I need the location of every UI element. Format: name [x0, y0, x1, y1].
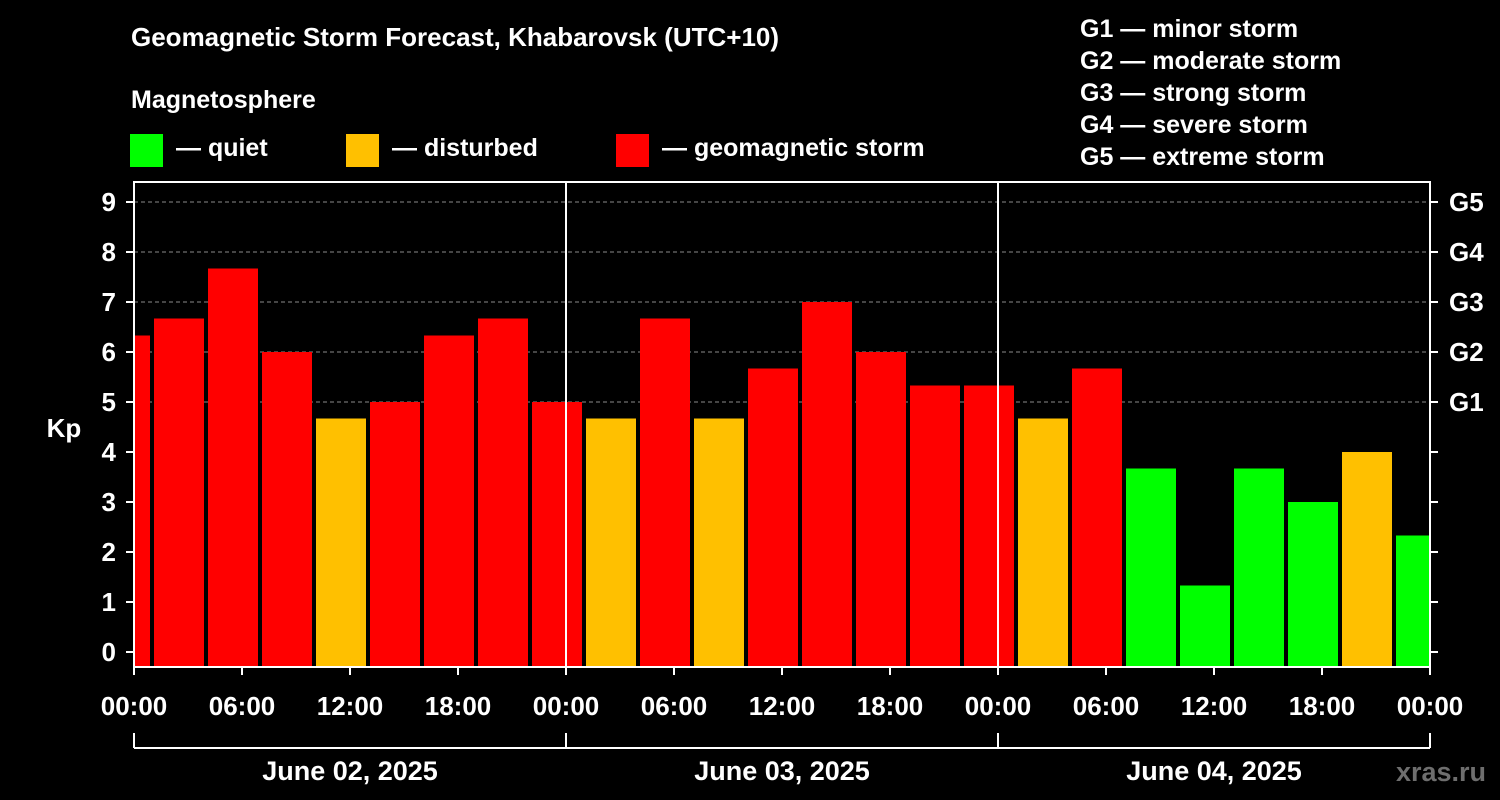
kp-bar — [135, 335, 150, 667]
magnetosphere-label: Magnetosphere — [131, 86, 316, 114]
legend-swatch-storm — [616, 134, 649, 167]
storm-level-g5: G5 — extreme storm — [1080, 143, 1325, 171]
kp-bar — [1288, 502, 1338, 667]
kp-bar — [1180, 585, 1230, 667]
y-tick-label: 2 — [102, 537, 116, 567]
storm-level-tick-label: G3 — [1449, 287, 1484, 317]
x-tick-label: 12:00 — [749, 691, 816, 721]
storm-level-tick-label: G4 — [1449, 237, 1484, 267]
x-tick-label: 00:00 — [1397, 691, 1464, 721]
x-tick-label: 00:00 — [533, 691, 600, 721]
kp-bar — [154, 318, 204, 667]
kp-bar — [1342, 452, 1392, 667]
y-tick-label: 4 — [102, 437, 117, 467]
date-label: June 02, 2025 — [262, 756, 438, 786]
watermark: xras.ru — [1395, 757, 1486, 787]
kp-bar — [586, 418, 636, 667]
storm-level-g4: G4 — severe storm — [1080, 111, 1308, 139]
x-tick-label: 18:00 — [425, 691, 492, 721]
storm-level-tick-label: G5 — [1449, 187, 1484, 217]
y-tick-label: 8 — [102, 237, 116, 267]
x-tick-label: 18:00 — [1289, 691, 1356, 721]
kp-bar — [802, 302, 852, 667]
kp-bar — [1018, 418, 1068, 667]
x-tick-label: 06:00 — [1073, 691, 1140, 721]
x-tick-label: 06:00 — [209, 691, 276, 721]
kp-bar — [208, 268, 258, 667]
kp-bar — [316, 418, 366, 667]
kp-bar — [748, 368, 798, 667]
storm-level-g2: G2 — moderate storm — [1080, 47, 1342, 75]
kp-bar — [964, 385, 1014, 667]
chart-title: Geomagnetic Storm Forecast, Khabarovsk (… — [131, 22, 780, 52]
y-tick-label: 1 — [102, 587, 116, 617]
legend-swatch-disturbed — [346, 134, 379, 167]
x-tick-label: 00:00 — [101, 691, 168, 721]
storm-level-g1: G1 — minor storm — [1080, 15, 1299, 43]
storm-level-g3: G3 — strong storm — [1080, 79, 1307, 107]
kp-bar — [478, 318, 528, 667]
kp-bar — [640, 318, 690, 667]
kp-bar — [1072, 368, 1122, 667]
date-label: June 04, 2025 — [1126, 756, 1302, 786]
legend-label-quiet: — quiet — [176, 134, 268, 162]
y-tick-label: 0 — [102, 637, 116, 667]
y-tick-label: 9 — [102, 187, 116, 217]
kp-bar — [1126, 468, 1176, 667]
legend-swatch-quiet — [130, 134, 163, 167]
kp-bar — [910, 385, 960, 667]
y-tick-label: 5 — [102, 387, 116, 417]
y-axis-label: Kp — [47, 413, 82, 443]
kp-bar — [856, 352, 906, 667]
kp-bar — [1396, 535, 1429, 667]
kp-bar — [694, 418, 744, 667]
kp-bar — [1234, 468, 1284, 667]
storm-level-list: G1 — minor storm G2 — moderate storm G3 … — [1080, 13, 1341, 173]
y-tick-label: 7 — [102, 287, 116, 317]
x-tick-label: 00:00 — [965, 691, 1032, 721]
y-tick-label: 3 — [102, 487, 116, 517]
kp-bar — [262, 352, 312, 667]
storm-level-tick-label: G2 — [1449, 337, 1484, 367]
storm-level-tick-label: G1 — [1449, 387, 1484, 417]
x-tick-label: 12:00 — [1181, 691, 1248, 721]
kp-bar — [424, 335, 474, 667]
x-tick-label: 06:00 — [641, 691, 708, 721]
kp-bar — [532, 402, 582, 667]
x-tick-label: 18:00 — [857, 691, 924, 721]
legend-label-disturbed: — disturbed — [392, 134, 538, 162]
x-tick-label: 12:00 — [317, 691, 384, 721]
kp-bar — [370, 402, 420, 667]
y-tick-label: 6 — [102, 337, 116, 367]
date-label: June 03, 2025 — [694, 756, 870, 786]
legend-label-storm: — geomagnetic storm — [662, 134, 925, 162]
